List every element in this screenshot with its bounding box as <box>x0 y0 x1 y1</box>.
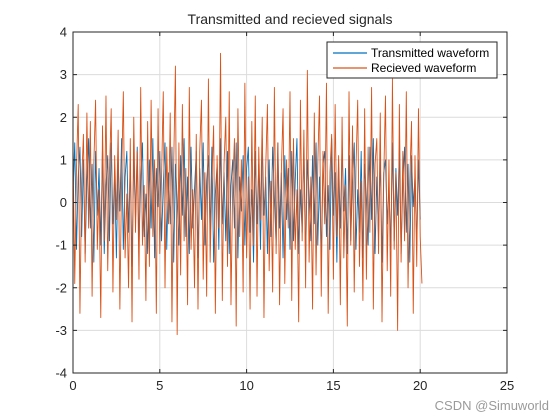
x-tick-label: 15 <box>326 378 340 393</box>
series-line-received <box>72 52 423 336</box>
legend-entry-label: Recieved waveform <box>371 61 476 75</box>
chart-title: Transmitted and recieved signals <box>188 11 393 27</box>
series-layer <box>72 52 423 336</box>
y-tick-label: -1 <box>55 238 67 253</box>
y-tick-label: 4 <box>60 25 67 40</box>
x-tick-label: 25 <box>500 378 514 393</box>
y-tick-label: 2 <box>60 110 67 125</box>
y-tick-label: 0 <box>60 195 67 210</box>
x-tick-label: 0 <box>69 378 76 393</box>
legend-entry-label: Transmitted waveform <box>371 46 489 60</box>
legend-box <box>326 41 498 79</box>
watermark: CSDN @Simuworld <box>435 398 549 413</box>
axis-ticks: 0 5 10 15 20 25 -4 -3 -2 -1 0 1 2 3 4 <box>55 25 514 394</box>
x-tick-label: 5 <box>156 378 163 393</box>
y-tick-label: -2 <box>55 280 67 295</box>
y-tick-label: -3 <box>55 323 67 338</box>
y-tick-label: -4 <box>55 366 67 381</box>
x-tick-label: 20 <box>413 378 427 393</box>
y-tick-label: 1 <box>60 152 67 167</box>
y-tick-label: 3 <box>60 67 67 82</box>
x-tick-label: 10 <box>239 378 253 393</box>
